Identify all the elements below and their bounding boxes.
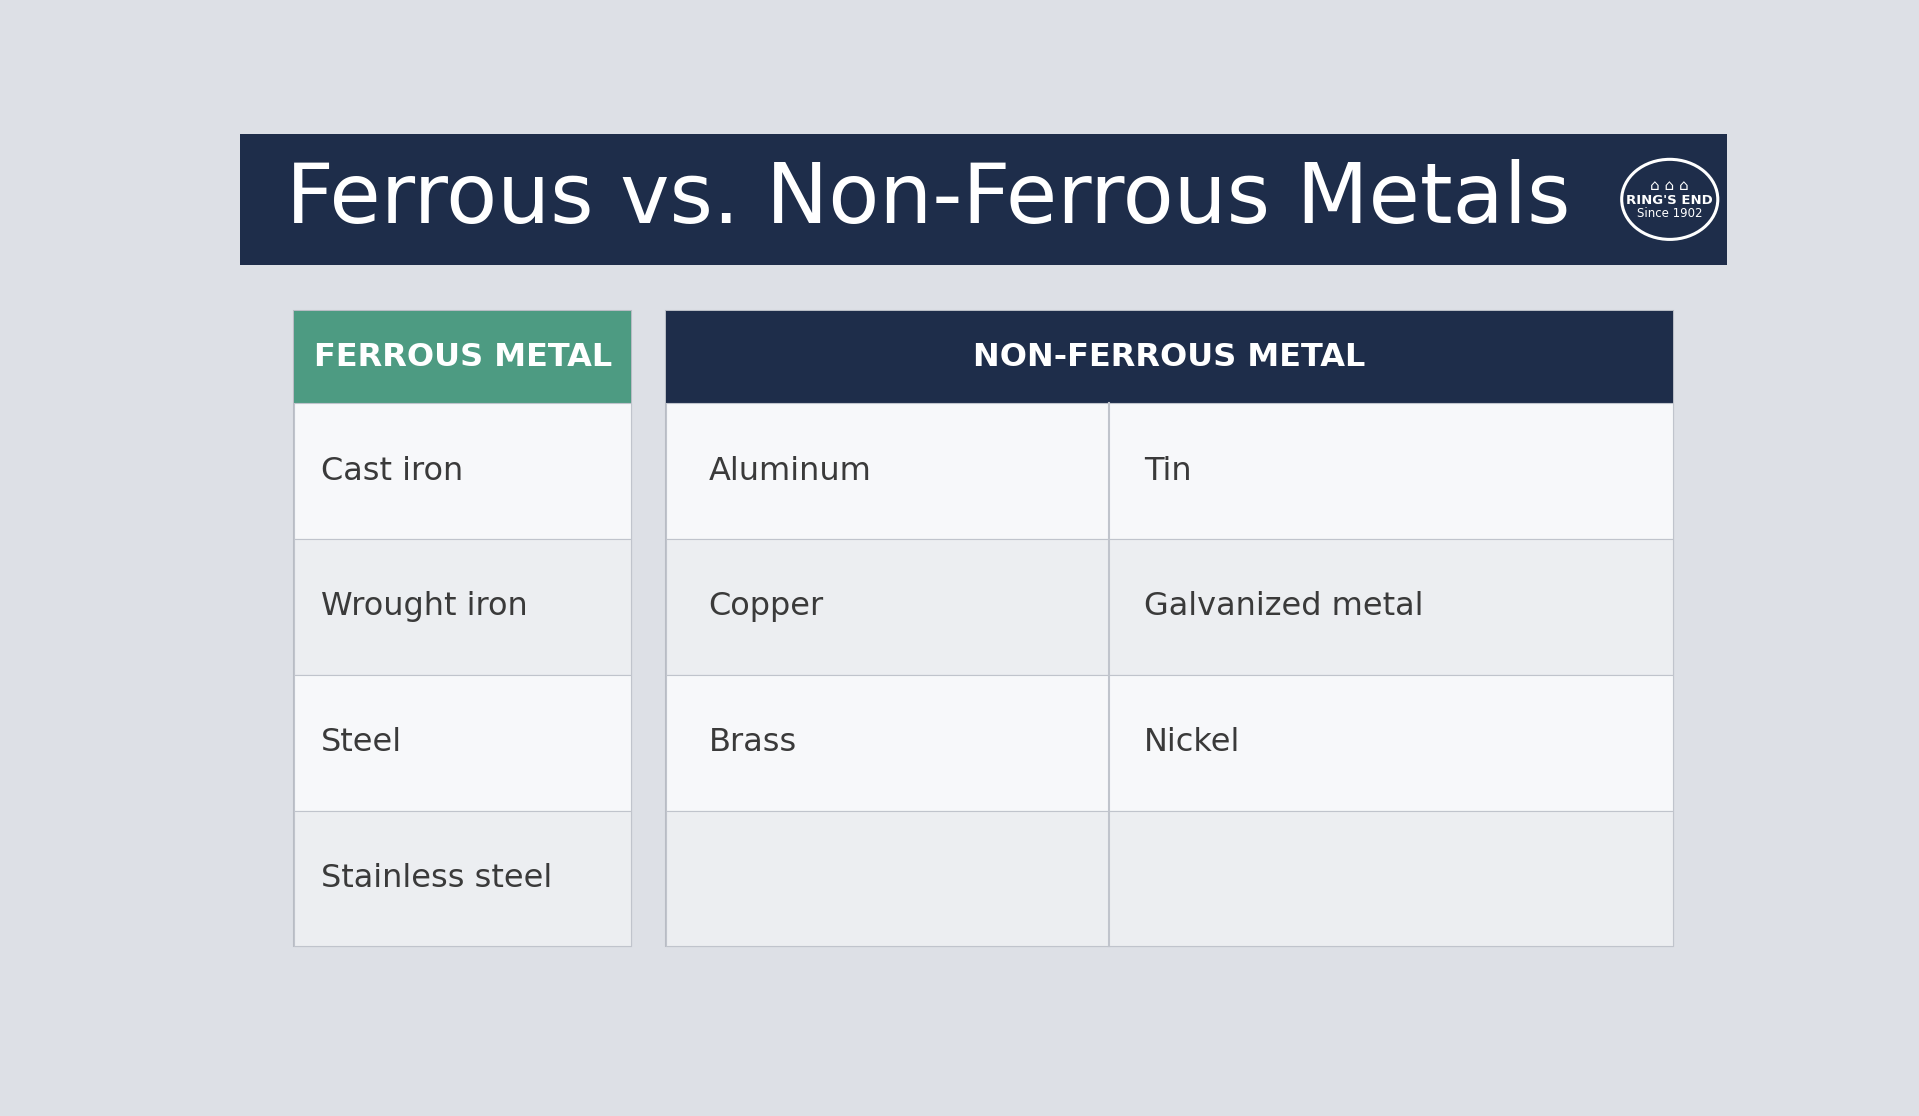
FancyBboxPatch shape [294,675,631,810]
FancyBboxPatch shape [294,403,631,539]
Text: Steel: Steel [320,728,403,758]
Text: Stainless steel: Stainless steel [320,863,553,894]
Text: Tin: Tin [1144,455,1192,487]
FancyBboxPatch shape [294,539,631,675]
Text: Aluminum: Aluminum [708,455,871,487]
Text: Cast iron: Cast iron [320,455,464,487]
Text: FERROUS METAL: FERROUS METAL [313,341,612,373]
Text: Brass: Brass [708,728,796,758]
Text: Nickel: Nickel [1144,728,1240,758]
Text: ⌂ ⌂ ⌂: ⌂ ⌂ ⌂ [1650,179,1689,193]
Text: Since 1902: Since 1902 [1637,206,1702,220]
Text: Copper: Copper [708,591,823,623]
Text: Galvanized metal: Galvanized metal [1144,591,1424,623]
FancyBboxPatch shape [294,810,631,946]
Text: NON-FERROUS METAL: NON-FERROUS METAL [973,341,1366,373]
FancyBboxPatch shape [666,675,1673,810]
FancyBboxPatch shape [294,311,631,403]
FancyBboxPatch shape [294,311,631,946]
FancyBboxPatch shape [666,539,1673,675]
Text: Ferrous vs. Non-Ferrous Metals: Ferrous vs. Non-Ferrous Metals [286,158,1572,240]
FancyBboxPatch shape [240,134,1727,264]
FancyBboxPatch shape [666,311,1673,403]
Text: Wrought iron: Wrought iron [320,591,528,623]
Text: RING'S END: RING'S END [1627,194,1714,208]
FancyBboxPatch shape [666,810,1673,946]
FancyBboxPatch shape [666,403,1673,539]
FancyBboxPatch shape [666,311,1673,946]
